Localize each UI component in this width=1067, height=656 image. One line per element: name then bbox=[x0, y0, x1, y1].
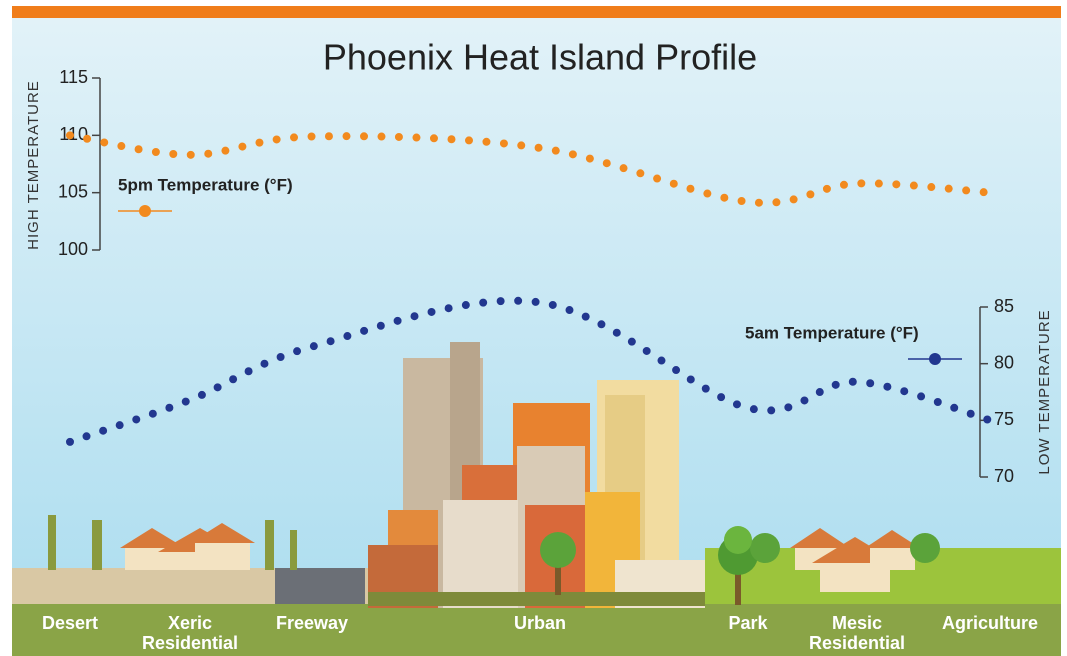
y-tick-label: 105 bbox=[58, 181, 88, 201]
legend-label: 5pm Temperature (°F) bbox=[118, 175, 293, 194]
top-bar bbox=[12, 6, 1061, 18]
y2-tick-label: 85 bbox=[994, 296, 1014, 316]
legend-dot bbox=[929, 353, 941, 365]
chart: Phoenix Heat Island Profile HIGH TEMPERA… bbox=[0, 0, 1067, 656]
zone-label: Desert bbox=[5, 613, 135, 633]
zone-label: Agriculture bbox=[925, 613, 1055, 633]
y2-tick-label: 75 bbox=[994, 409, 1014, 429]
freeway bbox=[275, 568, 365, 608]
zone-label: Urban bbox=[475, 613, 605, 633]
y2-tick-label: 70 bbox=[994, 466, 1014, 486]
zone-label: Freeway bbox=[247, 613, 377, 633]
chart-title: Phoenix Heat Island Profile bbox=[323, 37, 757, 78]
infographic: Phoenix Heat Island Profile HIGH TEMPERA… bbox=[0, 0, 1067, 656]
legend-dot bbox=[139, 205, 151, 217]
y-tick-label: 100 bbox=[58, 239, 88, 259]
zone-label: Mesic Residential bbox=[792, 613, 922, 653]
legend-label: 5am Temperature (°F) bbox=[745, 323, 919, 342]
y2-axis-label: LOW TEMPERATURE bbox=[1036, 309, 1053, 474]
y-tick-label: 115 bbox=[59, 67, 88, 87]
y2-tick-label: 80 bbox=[994, 352, 1014, 372]
zone-label: Xeric Residential bbox=[125, 613, 255, 653]
y-axis-label: HIGH TEMPERATURE bbox=[25, 80, 42, 250]
